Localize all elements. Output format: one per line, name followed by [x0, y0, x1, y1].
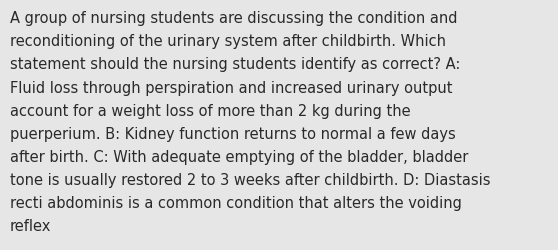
Text: statement should the nursing students identify as correct? A:: statement should the nursing students id… [10, 57, 460, 72]
Text: account for a weight loss of more than 2 kg during the: account for a weight loss of more than 2… [10, 103, 411, 118]
Text: tone is usually restored 2 to 3 weeks after childbirth. D: Diastasis: tone is usually restored 2 to 3 weeks af… [10, 172, 490, 187]
Text: recti abdominis is a common condition that alters the voiding: recti abdominis is a common condition th… [10, 195, 462, 210]
Text: reflex: reflex [10, 218, 51, 233]
Text: after birth. C: With adequate emptying of the bladder, bladder: after birth. C: With adequate emptying o… [10, 149, 468, 164]
Text: Fluid loss through perspiration and increased urinary output: Fluid loss through perspiration and incr… [10, 80, 453, 95]
Text: reconditioning of the urinary system after childbirth. Which: reconditioning of the urinary system aft… [10, 34, 446, 49]
Text: A group of nursing students are discussing the condition and: A group of nursing students are discussi… [10, 11, 458, 26]
Text: puerperium. B: Kidney function returns to normal a few days: puerperium. B: Kidney function returns t… [10, 126, 456, 141]
